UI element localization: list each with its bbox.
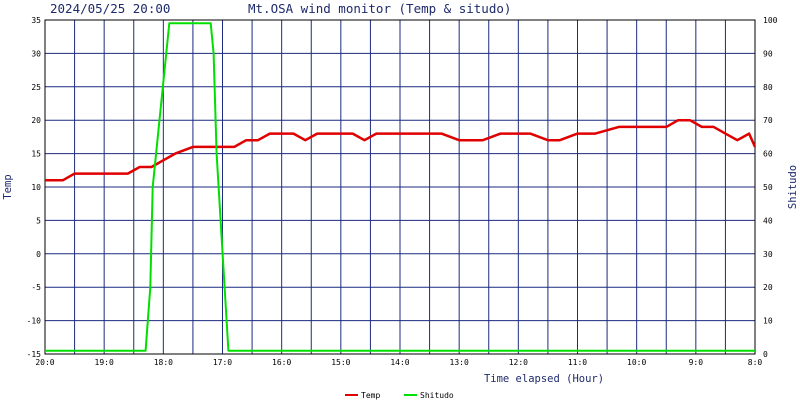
y-tick-left: 5 [36, 216, 41, 225]
grid [44, 19, 756, 355]
series-lines [45, 22, 757, 352]
y-tick-right: 80 [763, 83, 773, 92]
y-tick-left: 30 [31, 49, 41, 58]
y-tick-right: 40 [763, 216, 773, 225]
x-tick: 16:0 [272, 358, 291, 367]
y-tick-left: -10 [27, 317, 42, 326]
y-tick-left: 15 [31, 150, 41, 159]
x-tick: 19:0 [95, 358, 114, 367]
y-tick-right: 20 [763, 283, 773, 292]
y-tick-left: 10 [31, 183, 41, 192]
x-tick: 13:0 [450, 358, 469, 367]
x-tick: 18:0 [154, 358, 173, 367]
y-tick-right: 30 [763, 250, 773, 259]
timestamp-label: 2024/05/25 20:00 [50, 1, 170, 16]
y-tick-left: -15 [27, 350, 42, 359]
y-tick-left: 35 [31, 16, 41, 25]
y-tick-right: 60 [763, 150, 773, 159]
y-tick-right: 70 [763, 116, 773, 125]
x-axis-label: Time elapsed (Hour) [484, 373, 604, 385]
legend-label-temp: Temp [361, 391, 380, 400]
y-tick-right: 50 [763, 183, 773, 192]
y-tick-right: 10 [763, 317, 773, 326]
x-tick: 9:0 [689, 358, 704, 367]
y-tick-right: 100 [763, 16, 778, 25]
y-tick-left: -5 [31, 283, 41, 292]
y-tick-left: 25 [31, 83, 41, 92]
x-tick: 17:0 [213, 358, 232, 367]
x-tick: 12:0 [509, 358, 528, 367]
x-tick: 14:0 [390, 358, 409, 367]
x-tick: 10:0 [627, 358, 646, 367]
y-tick-right: 90 [763, 49, 773, 58]
y-tick-left: 0 [36, 250, 41, 259]
legend: Temp Shitudo [345, 391, 454, 400]
series-line-temp [45, 118, 757, 182]
plot-frame [44, 19, 756, 355]
series-line-shitudo [45, 22, 755, 352]
legend-label-shitudo: Shitudo [420, 391, 454, 400]
x-tick: 8:0 [748, 358, 763, 367]
x-tick: 11:0 [568, 358, 587, 367]
chart-title: Mt.OSA wind monitor (Temp & situdo) [248, 1, 511, 16]
x-tick: 20:0 [35, 358, 54, 367]
x-tick: 15:0 [331, 358, 350, 367]
y-tick-left: 20 [31, 116, 41, 125]
y-tick-right: 0 [763, 350, 768, 359]
y-axis-left-label: Temp [2, 174, 14, 199]
y-axis-right-label: Shitudo [787, 165, 799, 209]
